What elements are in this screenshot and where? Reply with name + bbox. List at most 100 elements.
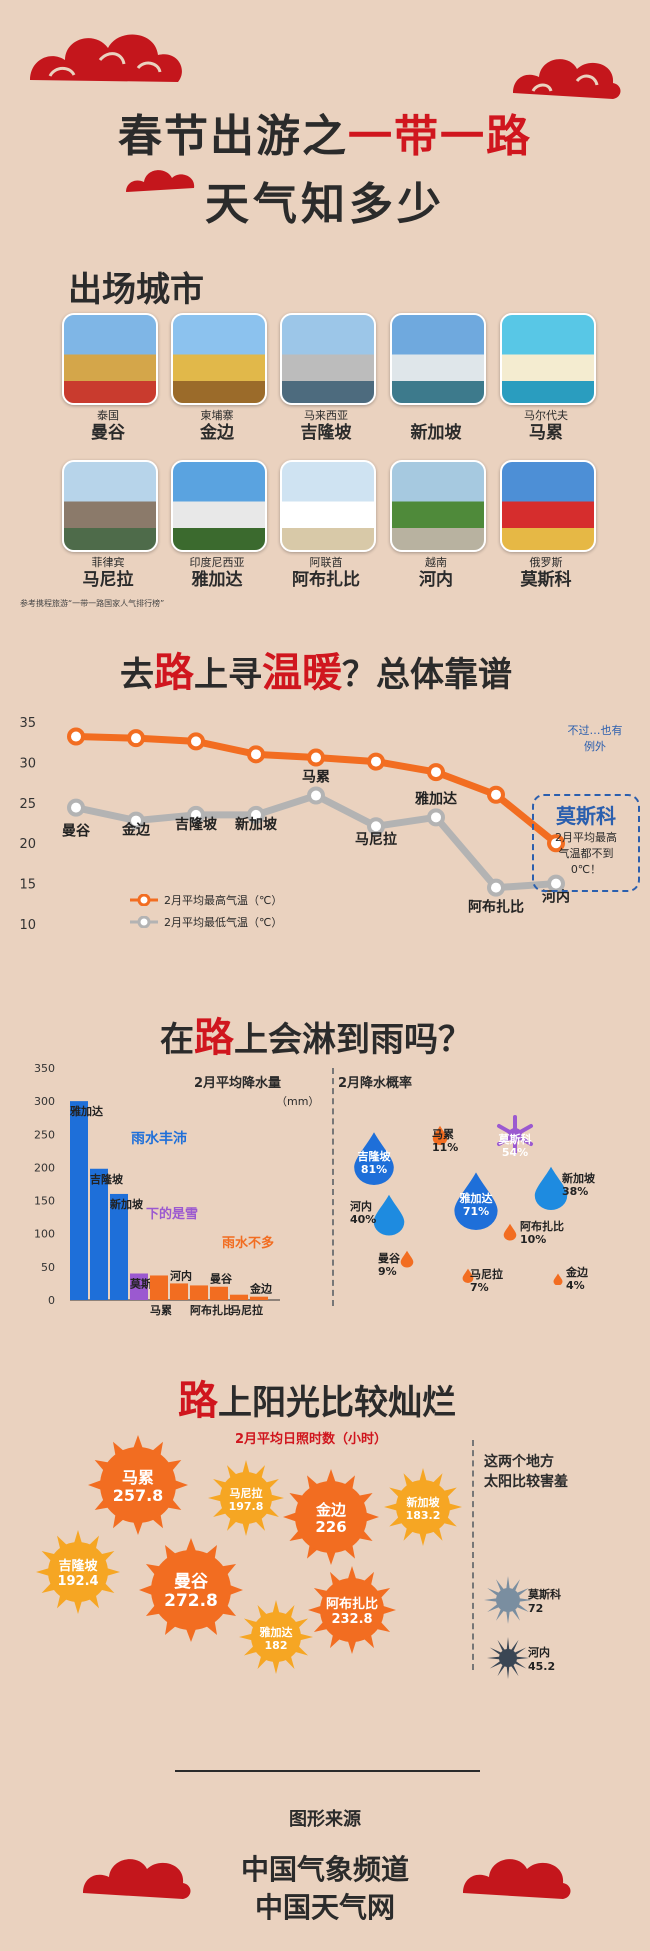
city-photo [500,313,596,405]
raindrop-icon [372,1193,406,1240]
snowflake-icon [495,1115,535,1159]
prob-title: 2月降水概率 [338,1076,413,1091]
cloud-decoration-top-right [505,45,625,105]
bar-label: 曼谷 [210,1272,233,1286]
y-tick-label: 15 [19,878,36,893]
raindrop-icon [533,1165,569,1214]
rain-bar-chart: 050100150200250300350雅加达吉隆坡新加坡莫斯科马累河内阿布扎… [34,1062,280,1317]
y-tick-label: 150 [34,1195,55,1208]
city-name: 河内 [419,570,453,590]
footer-divider [175,1770,480,1772]
temp-legend: 2月平均最高气温（℃） 2月平均最低气温（℃） [130,892,282,930]
y-tick-label: 200 [34,1161,55,1174]
raindrop-icon [400,1250,414,1272]
sunshine-label: 马尼拉 197.8 [228,1487,264,1513]
sunshine-label: 新加坡 183.2 [405,1496,441,1522]
high-temp-point [367,752,385,771]
category-label: 阿布扎比 [468,899,524,916]
y-tick-label: 250 [34,1128,55,1141]
bar-chart-unit: （mm） [276,1095,320,1108]
sun-icon [88,1435,188,1539]
bar-label: 阿布扎比 [190,1303,234,1317]
raindrop-icon [352,1130,396,1189]
high-temp-point [187,732,205,751]
probability-label: 雅加达 71% [459,1191,493,1218]
probability-label: 阿布扎比 10% [520,1220,564,1246]
city-photo [62,460,158,552]
category-label: 新加坡 [235,816,278,833]
y-tick-label: 35 [19,716,36,731]
rain-bar [210,1286,228,1300]
city-country: 马来西亚 [304,409,348,422]
bar-label: 马尼拉 [230,1303,263,1317]
sunshine-label: 金边 226 [315,1501,347,1536]
callout-top: 不过…也有例外 [567,724,623,753]
city-name: 吉隆坡 [300,423,352,443]
city-card: 新加坡 [390,313,486,443]
city-country [390,409,482,423]
probability-label: 吉隆坡 81% [357,1149,391,1176]
raindrop-icon [432,1125,448,1149]
callout-city: 莫斯科 [556,804,616,828]
raindrop-icon [503,1223,517,1245]
y-tick-label: 25 [19,797,36,812]
sunshine-label: 马累 257.8 [112,1468,164,1505]
cloud-decoration-bottom-right [455,1845,575,1905]
sun-divider [472,1440,474,1670]
low-temp-line [75,792,557,892]
city-country: 越南 [425,556,447,569]
low-temp-point [247,805,265,824]
bar-label: 吉隆坡 [90,1172,124,1186]
shy-note: 这两个地方 太阳比较害羞 [484,1454,568,1490]
high-temp-point [247,745,265,764]
cloud-decoration-top-left [20,20,190,100]
city-photo [280,313,376,405]
sun-icon [208,1460,284,1540]
city-country: 泰国 [97,409,119,422]
sun-icon [484,1576,532,1628]
city-country: 印度尼西亚 [189,556,245,569]
probability-label: 新加坡 38% [562,1172,595,1198]
title-prefix: 春节出游之 [118,111,348,162]
low-temp-point [307,786,325,805]
raindrop-icon [462,1268,474,1287]
probability-label: 曼谷 9% [378,1252,400,1278]
legend-low: 2月平均最低气温（℃） [130,914,282,930]
city-name: 新加坡 [410,423,462,443]
y-tick-label: 10 [19,918,36,933]
city-photo [171,460,267,552]
rain-bar [150,1275,168,1300]
sun-icon [384,1468,462,1550]
cities-note: 参考携程旅游“一带一路国家人气排行榜” [20,599,165,608]
city-name: 曼谷 [91,423,125,443]
city-card: 阿联酋 阿布扎比 [280,460,376,590]
city-country: 柬埔寨 [200,409,234,422]
rain-bar [130,1273,148,1300]
sunshine-label: 吉隆坡 192.4 [57,1559,99,1589]
rain-bar [110,1193,128,1300]
rain-bar [230,1294,248,1300]
raindrop-icon [553,1270,563,1289]
source-title: 图形来源 [289,1809,361,1830]
city-photo [280,460,376,552]
city-country: 菲律宾 [91,556,125,569]
low-temp-point [487,878,505,897]
note-less: 雨水不多 [222,1236,275,1251]
category-label: 马尼拉 [355,831,397,848]
category-label: 金边 [121,822,151,839]
rain-bar [170,1283,188,1300]
high-temp-point [127,729,145,748]
low-temp-point [127,811,145,830]
high-temp-point [307,748,325,767]
high-temp-point [487,785,505,804]
y-tick-label: 20 [19,837,36,852]
raindrop-icon [452,1170,500,1234]
bar-label: 金边 [249,1282,273,1296]
sun-icon [239,1600,313,1678]
city-card: 柬埔寨 金边 [171,313,267,443]
sunshine-label: 阿布扎比 232.8 [325,1597,378,1627]
title-highlight: 一带一路 [348,111,532,162]
city-country: 俄罗斯 [529,556,563,569]
sun-icon [139,1538,243,1646]
